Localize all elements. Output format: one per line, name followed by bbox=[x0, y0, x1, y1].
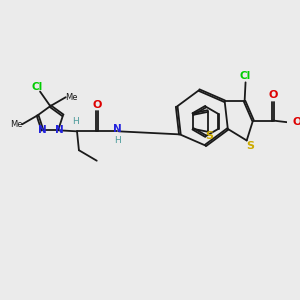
Text: S: S bbox=[247, 141, 254, 151]
Text: Me: Me bbox=[65, 93, 78, 102]
Text: H: H bbox=[72, 117, 79, 126]
Text: O: O bbox=[293, 117, 300, 127]
Text: H: H bbox=[114, 136, 121, 146]
Text: N: N bbox=[55, 125, 64, 135]
Text: N: N bbox=[38, 125, 47, 135]
Text: Cl: Cl bbox=[32, 82, 43, 92]
Text: Cl: Cl bbox=[240, 71, 251, 81]
Text: N: N bbox=[113, 124, 122, 134]
Text: Me: Me bbox=[10, 120, 23, 129]
Text: S: S bbox=[206, 130, 214, 141]
Text: O: O bbox=[92, 100, 102, 110]
Text: O: O bbox=[268, 90, 278, 100]
